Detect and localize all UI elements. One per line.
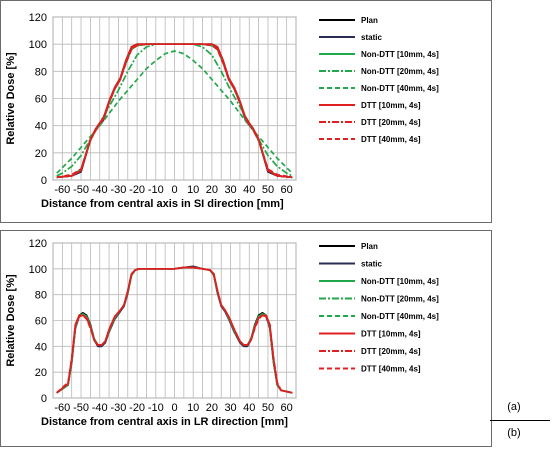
- y-tick-label: 100: [29, 264, 47, 276]
- y-axis-title: Relative Dose [%]: [5, 52, 17, 145]
- x-tick-label: 30: [224, 184, 236, 196]
- label-divider: [490, 420, 550, 421]
- panel-label-b: (b): [507, 427, 521, 439]
- y-axis-title: Relative Dose [%]: [5, 274, 17, 367]
- x-tick-label: 20: [206, 184, 218, 196]
- x-tick-label: -20: [129, 402, 145, 414]
- legend-entry-label: DTT [40mm, 4s]: [361, 365, 421, 374]
- x-tick-label: 50: [262, 184, 274, 196]
- y-tick-label: 120: [29, 238, 47, 250]
- y-tick-label: 40: [35, 341, 47, 353]
- legend-entry-label: Non-DTT [40mm, 4s]: [361, 312, 439, 321]
- x-tick-label: 40: [243, 402, 255, 414]
- legend-entry-label: Non-DTT [40mm, 4s]: [361, 84, 439, 93]
- y-tick-label: 40: [35, 121, 47, 133]
- x-tick-label: 10: [187, 184, 199, 196]
- x-tick-label: 20: [206, 402, 218, 414]
- x-tick-label: -60: [54, 402, 70, 414]
- legend-entry-label: static: [361, 33, 382, 42]
- x-tick-label: 60: [281, 184, 293, 196]
- x-tick-label: 10: [187, 402, 199, 414]
- x-tick-label: 40: [243, 184, 255, 196]
- y-tick-label: 0: [41, 175, 47, 187]
- y-tick-label: 20: [35, 367, 47, 379]
- y-tick-label: 20: [35, 148, 47, 160]
- x-tick-label: -60: [54, 184, 70, 196]
- si-dose-profile-chart: -60 -50 -40 -30 -20 -10 0 10 20 30 40 50 60 0 20 40 60 80…: [5, 12, 439, 210]
- chart-panel-lr: -60 -50 -40 -30 -20 -10 0 10 20 30 40 50 60 0 20 40 60 80…: [0, 230, 492, 447]
- x-tick-label: -40: [92, 402, 108, 414]
- x-tick-label: -50: [73, 184, 89, 196]
- y-tick-label: 80: [35, 290, 47, 302]
- legend-entry-label: DTT [10mm, 4s]: [361, 330, 421, 339]
- y-tick-label: 0: [41, 393, 47, 405]
- legend-entry-label: DTT [10mm, 4s]: [361, 101, 421, 110]
- y-tick-label: 120: [29, 12, 47, 24]
- y-tick-label: 60: [35, 94, 47, 106]
- y-tick-label: 60: [35, 316, 47, 328]
- legend-entry-label: DTT [20mm, 4s]: [361, 118, 421, 127]
- x-tick-label: -40: [92, 184, 108, 196]
- legend-entry-label: Plan: [361, 242, 378, 251]
- x-tick-label: -20: [129, 184, 145, 196]
- x-tick-label: -10: [148, 402, 164, 414]
- x-tick-label: -10: [148, 184, 164, 196]
- legend-entry-label: Non-DTT [20mm, 4s]: [361, 67, 439, 76]
- legend-entry-label: Non-DTT [10mm, 4s]: [361, 277, 439, 286]
- x-tick-label: -30: [110, 402, 126, 414]
- legend-entry-label: Non-DTT [10mm, 4s]: [361, 50, 439, 59]
- x-tick-label: 0: [171, 184, 177, 196]
- legend-entry-label: Non-DTT [20mm, 4s]: [361, 295, 439, 304]
- legend-entry-label: Plan: [361, 16, 378, 25]
- x-tick-label: 50: [262, 402, 274, 414]
- x-tick-label: -50: [73, 402, 89, 414]
- x-axis-title: Distance from central axis in SI directi…: [41, 198, 284, 210]
- lr-dose-profile-chart: -60 -50 -40 -30 -20 -10 0 10 20 30 40 50 60 0 20 40 60 80…: [5, 238, 439, 428]
- panel-label-a: (a): [507, 401, 521, 413]
- x-tick-label: 30: [224, 402, 236, 414]
- chart-panel-si: -60 -50 -40 -30 -20 -10 0 10 20 30 40 50 60 0 20 40 60 80…: [0, 0, 492, 223]
- y-tick-label: 80: [35, 66, 47, 78]
- x-tick-label: -30: [110, 184, 126, 196]
- series-line-7: [56, 266, 293, 394]
- y-tick-label: 100: [29, 39, 47, 51]
- x-tick-label: 0: [171, 402, 177, 414]
- x-tick-label: 60: [281, 402, 293, 414]
- x-axis-title: Distance from central axis in LR directi…: [41, 416, 288, 428]
- legend-entry-label: DTT [20mm, 4s]: [361, 347, 421, 356]
- legend-entry-label: DTT [40mm, 4s]: [361, 135, 421, 144]
- series-line-7: [56, 43, 293, 179]
- legend-entry-label: static: [361, 260, 382, 269]
